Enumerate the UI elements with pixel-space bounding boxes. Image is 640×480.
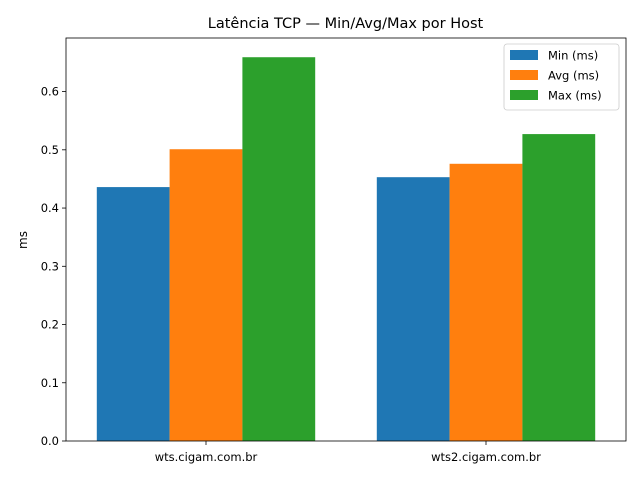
bar-min-1 bbox=[96, 187, 170, 441]
legend-swatch bbox=[510, 90, 538, 100]
legend-swatch bbox=[510, 70, 538, 80]
axes-group: 0.0 0.1 0.2 0.3 0.4 0.5 0.6 wts.cigam.com.br wts… bbox=[41, 37, 627, 464]
bar-min-2 bbox=[376, 177, 450, 441]
y-axis-label: ms bbox=[16, 231, 30, 249]
bar-max-1 bbox=[242, 57, 316, 441]
y-tick-label: 0.2 bbox=[41, 318, 59, 332]
legend-swatch bbox=[510, 50, 538, 60]
legend-label: Avg (ms) bbox=[548, 69, 599, 83]
bar-avg-2 bbox=[449, 163, 523, 442]
chart-title: Latência TCP — Min/Avg/Max por Host bbox=[208, 16, 484, 32]
bar-avg-1 bbox=[169, 149, 243, 442]
y-tick-label: 0.6 bbox=[41, 85, 59, 99]
x-tick-label: wts.cigam.com.br bbox=[155, 450, 258, 464]
y-tick-label: 0.5 bbox=[41, 143, 59, 157]
x-tick-label: wts2.cigam.com.br bbox=[431, 450, 541, 464]
bar-max-2 bbox=[522, 134, 596, 441]
legend: Min (ms) Avg (ms) Max (ms) bbox=[503, 43, 620, 111]
legend-label: Max (ms) bbox=[548, 89, 602, 103]
legend-label: Min (ms) bbox=[548, 49, 598, 63]
bars-group bbox=[96, 57, 596, 442]
y-tick-label: 0.3 bbox=[41, 259, 59, 273]
y-tick-label: 0.4 bbox=[41, 201, 59, 215]
y-tick-label: 0.1 bbox=[41, 376, 59, 390]
y-tick-label: 0.0 bbox=[41, 434, 59, 448]
plot-frame bbox=[65, 37, 627, 442]
